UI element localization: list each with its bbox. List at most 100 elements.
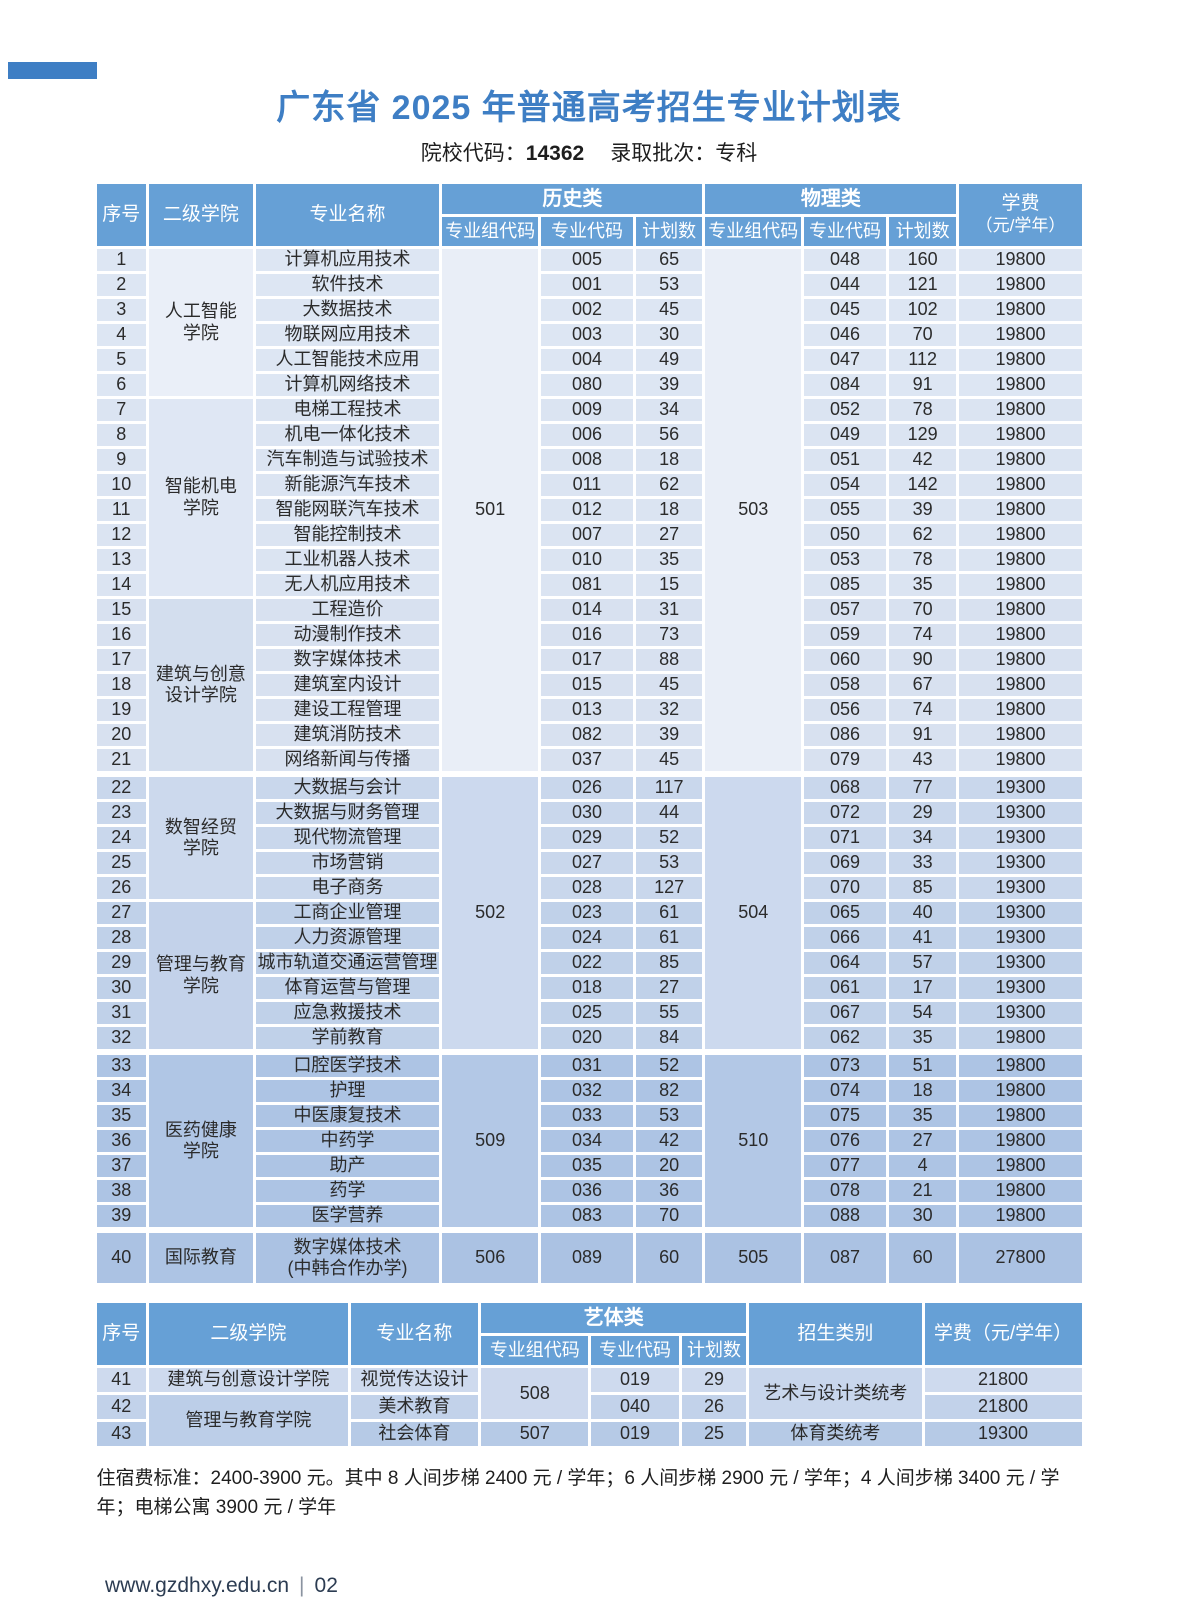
cell-physics-major-code: 057 [804,599,886,621]
table-row: 9 汽车制造与试验技术 008 18 051 42 19800 [96,449,1082,471]
cell-physics-major-code: 060 [804,649,886,671]
cell-physics-plan: 35 [888,1105,957,1127]
cell-physics-plan: 78 [888,399,957,421]
cell-physics-major-code: 088 [804,1205,886,1227]
table-row: 25 市场营销 027 53 069 33 19300 [96,852,1082,874]
cell-physics-plan: 160 [888,249,957,271]
cell-no: 20 [96,724,146,746]
col-header-arts-plan: 计划数 [681,1336,747,1365]
cell-tuition: 19800 [959,374,1082,396]
cell-history-plan: 32 [635,699,703,721]
cell-history-plan: 39 [635,374,703,396]
cell-tuition: 19300 [959,1002,1082,1024]
col-header-college: 二级学院 [149,1303,348,1365]
cell-history-plan: 61 [635,927,703,949]
cell-history-plan: 44 [635,802,703,824]
cell-physics-plan: 54 [888,1002,957,1024]
cell-major: 城市轨道交通运营管理 [255,952,440,974]
cell-physics-major-code: 059 [804,624,886,646]
cell-no: 29 [96,952,146,974]
cell-major: 口腔医学技术 [255,1055,440,1077]
cell-tuition: 19800 [959,249,1082,271]
table-row: 21 网络新闻与传播 037 45 079 43 19800 [96,749,1082,771]
cell-major: 医学营养 [255,1205,440,1227]
cell-history-major-code: 004 [541,349,633,371]
col-header-arts-major-code: 专业代码 [591,1336,679,1365]
cell-physics-major-code: 085 [804,574,886,596]
cell-history-major-code: 006 [541,424,633,446]
table-row: 13 工业机器人技术 010 35 053 78 19800 [96,549,1082,571]
cell-tuition: 19800 [959,474,1082,496]
cell-history-plan: 61 [635,902,703,924]
cell-major: 软件技术 [255,274,440,296]
cell-history-major-code: 027 [541,852,633,874]
cell-history-plan: 60 [635,1233,703,1283]
cell-physics-plan: 30 [888,1205,957,1227]
cell-history-major-code: 017 [541,649,633,671]
cell-history-plan: 117 [635,777,703,799]
cell-college: 人工智能 学院 [148,249,253,396]
cell-physics-major-code: 078 [804,1180,886,1202]
cell-no: 15 [96,599,146,621]
cell-history-plan: 85 [635,952,703,974]
cell-tuition: 21800 [924,1368,1082,1392]
cell-history-major-code: 018 [541,977,633,999]
cell-no: 6 [96,374,146,396]
cell-physics-major-code: 077 [804,1155,886,1177]
cell-tuition: 19300 [959,977,1082,999]
cell-physics-major-code: 073 [804,1055,886,1077]
cell-history-plan: 35 [635,549,703,571]
cell-history-plan: 27 [635,977,703,999]
cell-tuition: 19800 [959,324,1082,346]
cell-tuition: 19300 [959,902,1082,924]
cell-history-major-code: 013 [541,699,633,721]
cell-major: 助产 [255,1155,440,1177]
cell-physics-plan: 21 [888,1180,957,1202]
cell-history-major-code: 009 [541,399,633,421]
table-row: 33 医药健康 学院 口腔医学技术 509 031 52 510 073 51 19800 [96,1055,1082,1227]
cell-physics-plan: 142 [888,474,957,496]
table-row: 30 体育运营与管理 018 27 061 17 19300 [96,977,1082,999]
cell-physics-plan: 4 [888,1155,957,1177]
table-row: 26 电子商务 028 127 070 85 19300 [96,877,1082,899]
batch-label: 录取批次： [610,142,716,165]
table-row: 32 学前教育 020 84 062 35 19800 [96,1027,1082,1049]
cell-history-plan: 49 [635,349,703,371]
cell-tuition: 19800 [959,274,1082,296]
cell-physics-major-code: 075 [804,1105,886,1127]
cell-major: 新能源汽车技术 [255,474,440,496]
cell-tuition: 19800 [959,674,1082,696]
cell-history-major-code: 014 [541,599,633,621]
arts-sports-table: 序号 二级学院 专业名称 艺体类 招生类别 学费（元/学年） 专业组代码 专业代… [94,1300,1085,1449]
cell-physics-major-code: 070 [804,877,886,899]
cell-no: 24 [96,827,146,849]
cell-no: 8 [96,424,146,446]
cell-no: 22 [96,777,146,799]
cell-history-plan: 15 [635,574,703,596]
cell-college: 建筑与创意设计学院 [148,599,253,771]
cell-major: 学前教育 [255,1027,440,1049]
cell-tuition: 27800 [959,1233,1082,1283]
col-header-physics-group-code: 专业组代码 [705,217,802,246]
table-row: 27 管理与教育 学院 工商企业管理 023 61 065 40 19300 [96,902,1082,1049]
cell-major: 工程造价 [255,599,440,621]
cell-physics-major-code: 047 [804,349,886,371]
cell-history-plan: 52 [635,1055,703,1077]
cell-physics-plan: 33 [888,852,957,874]
cell-plan: 26 [681,1395,747,1419]
cell-college: 医药健康 学院 [148,1055,253,1227]
cell-physics-plan: 42 [888,449,957,471]
cell-physics-group-code: 504 [705,777,802,1049]
col-header-admission-type: 招生类别 [749,1303,922,1365]
cell-no: 4 [96,324,146,346]
cell-tuition: 19800 [959,1027,1082,1049]
cell-physics-major-code: 061 [804,977,886,999]
cell-physics-plan: 129 [888,424,957,446]
cell-major: 电梯工程技术 [255,399,440,421]
cell-major: 药学 [255,1180,440,1202]
cell-tuition: 19800 [959,349,1082,371]
cell-no: 21 [96,749,146,771]
cell-history-major-code: 029 [541,827,633,849]
cell-history-major-code: 001 [541,274,633,296]
cell-tuition: 19300 [959,802,1082,824]
